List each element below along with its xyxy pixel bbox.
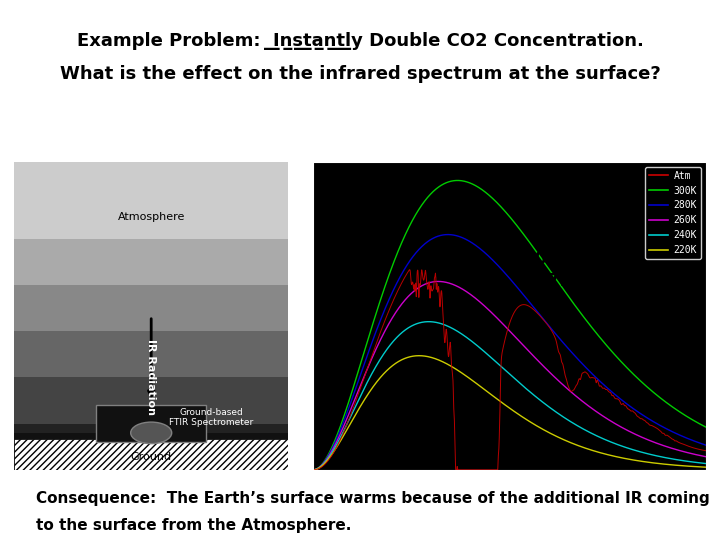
FancyBboxPatch shape bbox=[14, 377, 288, 423]
Text: Ground: Ground bbox=[130, 453, 172, 462]
FancyBboxPatch shape bbox=[14, 331, 288, 377]
Y-axis label: Intensity W/(m2 wavenumber): Intensity W/(m2 wavenumber) bbox=[264, 237, 274, 395]
Legend: Atm, 300K, 280K, 260K, 240K, 220K: Atm, 300K, 280K, 260K, 240K, 220K bbox=[645, 167, 701, 259]
Text: 400 ppm CO2
207.02 W/m2: 400 ppm CO2 207.02 W/m2 bbox=[522, 251, 657, 289]
Text: Ground-based
FTIR Spectrometer: Ground-based FTIR Spectrometer bbox=[169, 408, 253, 427]
Text: IR Radiation: IR Radiation bbox=[146, 340, 156, 415]
Text: Atmosphere: Atmosphere bbox=[117, 212, 185, 222]
X-axis label: Wavenumber: Wavenumber bbox=[476, 495, 543, 505]
FancyBboxPatch shape bbox=[14, 433, 288, 470]
FancyBboxPatch shape bbox=[14, 162, 288, 239]
Bar bbox=[14, 439, 288, 470]
Ellipse shape bbox=[131, 422, 172, 444]
FancyBboxPatch shape bbox=[14, 423, 288, 470]
Text: Example Problem:  ̲I̲n̲s̲t̲a̲n̲t̲l̲y Double CO2 Concentration.: Example Problem: ̲I̲n̲s̲t̲a̲n̲t̲l̲y Doub… bbox=[76, 32, 644, 50]
Text: Consequence:  The Earth’s surface warms because of the additional IR coming: Consequence: The Earth’s surface warms b… bbox=[36, 491, 710, 507]
FancyBboxPatch shape bbox=[14, 239, 288, 285]
Text: to the surface from the Atmosphere.: to the surface from the Atmosphere. bbox=[36, 518, 351, 534]
Text: What is the effect on the infrared spectrum at the surface?: What is the effect on the infrared spect… bbox=[60, 65, 660, 83]
Bar bbox=[96, 405, 206, 442]
FancyBboxPatch shape bbox=[14, 285, 288, 331]
